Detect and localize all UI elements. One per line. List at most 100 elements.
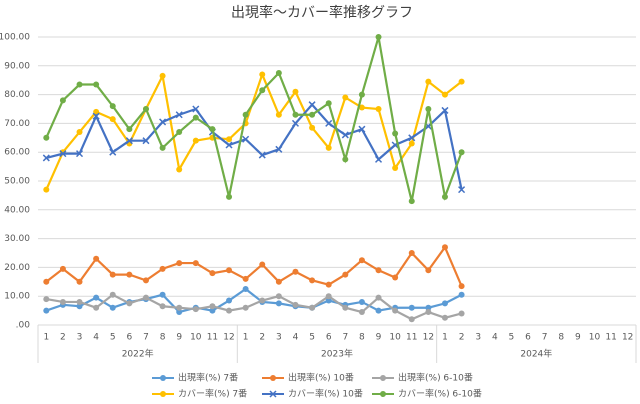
marker — [59, 97, 66, 104]
marker — [109, 304, 116, 311]
chart-title: 出現率～カバー率推移グラフ — [231, 4, 413, 21]
x-tick-label: 3 — [276, 333, 282, 343]
series-line — [45, 287, 463, 314]
marker — [408, 304, 415, 311]
marker — [142, 106, 149, 112]
marker — [126, 300, 133, 307]
marker — [425, 267, 432, 274]
x-tick-label: 2 — [259, 333, 265, 343]
marker — [342, 94, 349, 101]
marker — [292, 111, 299, 118]
legend-label: 出現率(%) 6-10番 — [398, 372, 473, 384]
marker — [358, 125, 366, 133]
x-tick-label: 8 — [558, 333, 564, 343]
marker — [292, 301, 299, 308]
marker — [358, 309, 365, 316]
marker — [408, 140, 415, 147]
marker — [425, 78, 432, 85]
marker — [92, 112, 100, 120]
marker — [375, 307, 382, 314]
x-tick-label: 9 — [176, 333, 182, 343]
marker — [392, 130, 399, 137]
marker — [325, 100, 332, 107]
x-tick-label: 2 — [60, 333, 66, 343]
marker — [109, 103, 116, 110]
marker — [309, 124, 316, 131]
legend-label: カバー率(%) 10番 — [288, 388, 363, 400]
marker — [125, 137, 133, 145]
legend-label: カバー率(%) 7番 — [178, 388, 247, 400]
marker — [176, 309, 183, 316]
marker — [441, 300, 448, 307]
marker — [259, 71, 266, 78]
marker — [43, 134, 50, 141]
marker — [109, 116, 116, 123]
marker — [325, 119, 333, 127]
marker — [159, 303, 166, 310]
x-tick-label: 7 — [342, 333, 348, 343]
marker — [375, 294, 382, 301]
y-tick-label: 60.00 — [4, 148, 30, 158]
marker — [275, 111, 282, 118]
marker — [209, 270, 216, 277]
marker — [259, 261, 266, 268]
marker — [269, 390, 277, 398]
marker — [358, 298, 365, 305]
marker — [93, 81, 100, 88]
marker — [192, 114, 199, 121]
marker — [192, 137, 199, 144]
marker — [109, 271, 116, 278]
marker — [59, 298, 66, 305]
x-tick-label: 11 — [406, 333, 417, 343]
year-label: 2022年 — [122, 348, 154, 360]
marker — [458, 78, 465, 85]
series-line — [46, 293, 462, 321]
x-tick-label: 5 — [509, 333, 515, 343]
marker — [292, 268, 299, 275]
x-tick-label: 3 — [475, 333, 481, 343]
marker — [242, 111, 249, 118]
marker — [259, 297, 266, 304]
x-tick-label: 10 — [589, 333, 601, 343]
marker — [176, 166, 183, 173]
x-tick-label: 1 — [442, 333, 448, 343]
marker — [291, 119, 300, 127]
legend-label: 出現率(%) 10番 — [288, 372, 354, 384]
marker — [109, 148, 117, 156]
x-tick-label: 12 — [223, 333, 234, 343]
marker — [358, 257, 365, 264]
marker — [176, 129, 183, 136]
year-label: 2023年 — [321, 348, 353, 360]
marker — [226, 267, 233, 274]
marker — [93, 108, 100, 115]
marker — [59, 265, 66, 272]
series-line — [45, 245, 463, 287]
marker — [93, 255, 100, 262]
marker — [275, 145, 283, 153]
marker — [380, 375, 386, 381]
x-tick-label: 4 — [293, 333, 299, 343]
marker — [176, 260, 183, 267]
x-tick-label: 9 — [376, 333, 382, 343]
y-tick-label: 20.00 — [4, 263, 30, 273]
x-tick-label: 9 — [575, 333, 581, 343]
marker — [408, 134, 416, 142]
marker — [374, 155, 383, 163]
marker — [380, 391, 386, 397]
marker — [342, 156, 349, 163]
x-tick-label: 6 — [126, 333, 132, 343]
series-line — [45, 71, 463, 191]
marker — [270, 375, 276, 381]
marker — [126, 126, 133, 133]
y-tick-label: 30.00 — [4, 234, 30, 244]
marker — [425, 309, 432, 316]
marker — [375, 267, 382, 274]
marker — [59, 150, 67, 158]
marker — [259, 87, 266, 94]
marker — [175, 111, 183, 119]
marker — [358, 104, 365, 111]
y-tick-label: .00 — [16, 321, 31, 331]
marker — [159, 118, 167, 126]
marker — [76, 81, 83, 88]
marker — [325, 293, 332, 300]
